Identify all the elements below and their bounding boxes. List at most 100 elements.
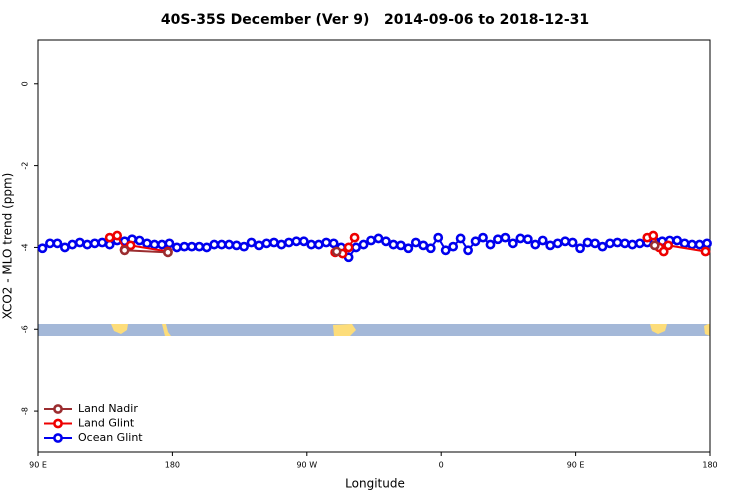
point xyxy=(283,237,294,248)
y-tick-label: -4 xyxy=(21,243,30,251)
y-tick-label: 0 xyxy=(21,81,30,86)
point xyxy=(291,236,302,247)
point xyxy=(134,235,145,246)
point xyxy=(522,234,533,245)
point xyxy=(321,237,332,248)
point xyxy=(567,237,578,248)
chart-title: 40S-35S December (Ver 9) 2014-09-06 to 2… xyxy=(161,12,589,28)
point xyxy=(112,230,123,241)
land xyxy=(650,324,667,334)
point xyxy=(702,238,712,249)
land xyxy=(333,324,356,336)
land xyxy=(704,324,710,336)
point xyxy=(634,238,645,249)
x-tick-label: 0 xyxy=(439,461,444,470)
point xyxy=(89,238,100,249)
point xyxy=(261,238,272,249)
point xyxy=(493,234,503,245)
point xyxy=(694,239,705,250)
x-tick-label: 90 W xyxy=(296,461,317,470)
point xyxy=(119,245,130,256)
x-tick-label: 90 E xyxy=(29,461,47,470)
point xyxy=(455,233,466,244)
point xyxy=(343,242,354,253)
x-tick-label: 90 E xyxy=(567,461,585,470)
point xyxy=(507,238,518,249)
point xyxy=(349,232,360,243)
point xyxy=(224,239,235,250)
point xyxy=(67,239,78,250)
point xyxy=(373,233,384,244)
point xyxy=(560,236,571,247)
point xyxy=(410,237,421,248)
series-line xyxy=(124,249,168,254)
point xyxy=(104,232,115,243)
point xyxy=(388,239,399,250)
point xyxy=(125,240,136,251)
point xyxy=(276,239,287,250)
point xyxy=(425,243,436,254)
point xyxy=(186,241,197,252)
point xyxy=(194,241,205,252)
y-tick-label: -8 xyxy=(21,407,30,415)
legend-marker xyxy=(53,404,63,414)
point xyxy=(515,233,526,244)
point xyxy=(231,240,242,251)
point xyxy=(313,239,324,250)
x-axis-label: Longitude xyxy=(345,477,405,491)
point xyxy=(597,241,608,252)
point xyxy=(648,230,659,241)
legend-marker xyxy=(53,433,63,443)
point xyxy=(171,242,182,253)
point xyxy=(331,246,342,257)
y-tick-label: -6 xyxy=(21,325,30,333)
point xyxy=(403,243,414,254)
point xyxy=(97,237,108,248)
point xyxy=(575,243,585,254)
point xyxy=(672,235,683,246)
point xyxy=(179,241,190,252)
land xyxy=(162,324,171,336)
ocean-strip xyxy=(38,324,710,336)
point xyxy=(627,239,638,250)
point xyxy=(37,243,48,254)
y-axis-label: XCO2 - MLO trend (ppm) xyxy=(1,173,15,320)
point xyxy=(254,240,264,251)
point xyxy=(163,247,173,258)
point xyxy=(142,238,152,249)
legend-label: Ocean Glint xyxy=(78,431,143,444)
point xyxy=(619,238,630,249)
point xyxy=(358,239,369,250)
point xyxy=(209,239,220,250)
point xyxy=(269,237,279,248)
point xyxy=(552,238,563,249)
point xyxy=(545,240,556,251)
point xyxy=(82,239,93,250)
point xyxy=(74,237,85,248)
point xyxy=(59,242,70,253)
land xyxy=(111,324,128,334)
point xyxy=(582,237,593,248)
point xyxy=(149,239,160,250)
point xyxy=(351,242,361,253)
legend-marker xyxy=(53,418,63,429)
point xyxy=(298,236,309,247)
point xyxy=(687,239,697,250)
point xyxy=(366,235,376,246)
point xyxy=(485,239,496,250)
y-tick-label: -2 xyxy=(21,162,30,170)
x-tick-label: 180 xyxy=(165,461,180,470)
point xyxy=(590,238,600,249)
point xyxy=(246,237,257,248)
point xyxy=(649,240,660,251)
point xyxy=(433,232,444,243)
point xyxy=(537,235,548,246)
point xyxy=(700,246,711,257)
point xyxy=(45,238,55,249)
point xyxy=(328,238,339,249)
legend-label: Land Nadir xyxy=(78,402,138,415)
point xyxy=(239,241,249,252)
point xyxy=(530,239,541,250)
